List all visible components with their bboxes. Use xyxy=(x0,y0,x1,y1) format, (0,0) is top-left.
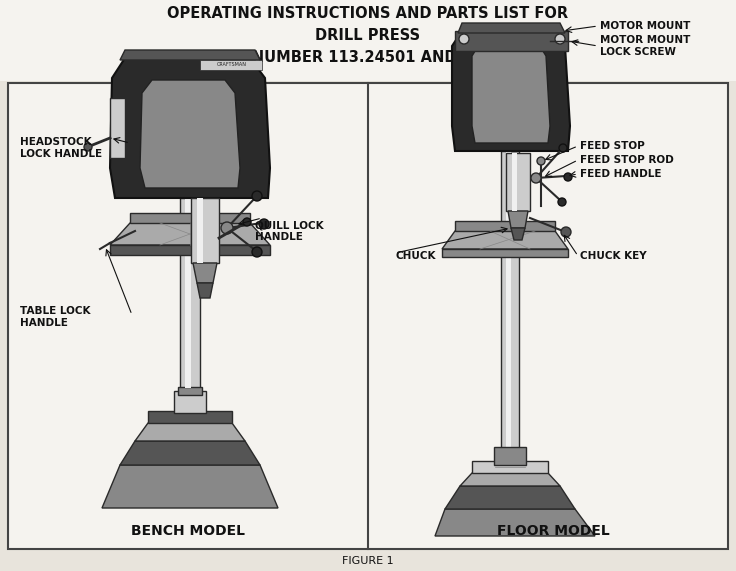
Text: FIGURE 1: FIGURE 1 xyxy=(342,556,394,566)
Polygon shape xyxy=(200,60,262,70)
Bar xyxy=(494,447,526,465)
Circle shape xyxy=(564,173,572,181)
Polygon shape xyxy=(102,465,278,508)
Circle shape xyxy=(221,222,233,234)
Text: FLOOR MODEL: FLOOR MODEL xyxy=(497,524,609,538)
Polygon shape xyxy=(455,31,568,51)
Circle shape xyxy=(555,34,565,44)
Text: FEED HANDLE: FEED HANDLE xyxy=(580,169,662,179)
Polygon shape xyxy=(455,221,555,231)
Text: CHUCK KEY: CHUCK KEY xyxy=(580,251,647,261)
Polygon shape xyxy=(110,98,125,158)
Bar xyxy=(472,461,548,473)
Bar xyxy=(501,151,519,463)
Bar xyxy=(191,198,219,263)
Text: TABLE LOCK
HANDLE: TABLE LOCK HANDLE xyxy=(20,306,91,328)
Text: OPERATING INSTRUCTIONS AND PARTS LIST FOR: OPERATING INSTRUCTIONS AND PARTS LIST FO… xyxy=(167,6,569,21)
Bar xyxy=(174,391,206,413)
Polygon shape xyxy=(442,231,568,249)
Circle shape xyxy=(243,218,251,226)
Circle shape xyxy=(252,191,262,201)
Polygon shape xyxy=(135,423,245,441)
Bar xyxy=(8,83,728,549)
Polygon shape xyxy=(110,58,270,198)
Polygon shape xyxy=(110,245,270,255)
Polygon shape xyxy=(508,211,528,228)
Polygon shape xyxy=(452,31,570,151)
Polygon shape xyxy=(148,411,232,423)
Polygon shape xyxy=(472,43,550,143)
Text: MODEL NUMBER 113.24501 AND 113.24511: MODEL NUMBER 113.24501 AND 113.24511 xyxy=(188,50,548,65)
Circle shape xyxy=(558,198,566,206)
Bar xyxy=(185,198,191,388)
Circle shape xyxy=(559,144,567,152)
Polygon shape xyxy=(193,263,217,283)
Bar xyxy=(180,198,200,388)
Polygon shape xyxy=(140,80,240,188)
Polygon shape xyxy=(460,473,560,486)
Circle shape xyxy=(459,34,469,44)
Bar xyxy=(506,153,530,211)
Polygon shape xyxy=(442,249,568,257)
Polygon shape xyxy=(511,228,525,240)
Polygon shape xyxy=(130,213,250,223)
Polygon shape xyxy=(110,223,270,245)
Bar xyxy=(197,198,203,263)
Polygon shape xyxy=(445,486,575,509)
Polygon shape xyxy=(197,283,213,298)
Text: FEED STOP: FEED STOP xyxy=(580,141,645,151)
Text: MOTOR MOUNT: MOTOR MOUNT xyxy=(600,21,690,31)
Text: BENCH MODEL: BENCH MODEL xyxy=(131,524,245,538)
Circle shape xyxy=(537,157,545,165)
Circle shape xyxy=(259,219,269,229)
Text: DRILL PRESS: DRILL PRESS xyxy=(316,27,420,42)
Text: MOTOR MOUNT
LOCK SCREW: MOTOR MOUNT LOCK SCREW xyxy=(600,35,690,57)
Circle shape xyxy=(561,227,571,237)
Circle shape xyxy=(252,247,262,257)
Text: HEADSTOCK
LOCK HANDLE: HEADSTOCK LOCK HANDLE xyxy=(20,137,102,159)
Text: CHUCK: CHUCK xyxy=(395,251,436,261)
Text: QUILL LOCK
HANDLE: QUILL LOCK HANDLE xyxy=(255,220,324,242)
Polygon shape xyxy=(120,441,260,465)
Circle shape xyxy=(84,143,92,151)
Bar xyxy=(178,387,202,395)
Bar xyxy=(0,0,736,81)
Text: CRAFTSMAN: CRAFTSMAN xyxy=(217,62,247,67)
Polygon shape xyxy=(120,50,260,60)
Polygon shape xyxy=(435,509,595,536)
Bar xyxy=(506,151,511,463)
Polygon shape xyxy=(458,23,565,33)
Bar xyxy=(512,153,517,211)
Text: FEED STOP ROD: FEED STOP ROD xyxy=(580,155,673,165)
Circle shape xyxy=(531,173,541,183)
